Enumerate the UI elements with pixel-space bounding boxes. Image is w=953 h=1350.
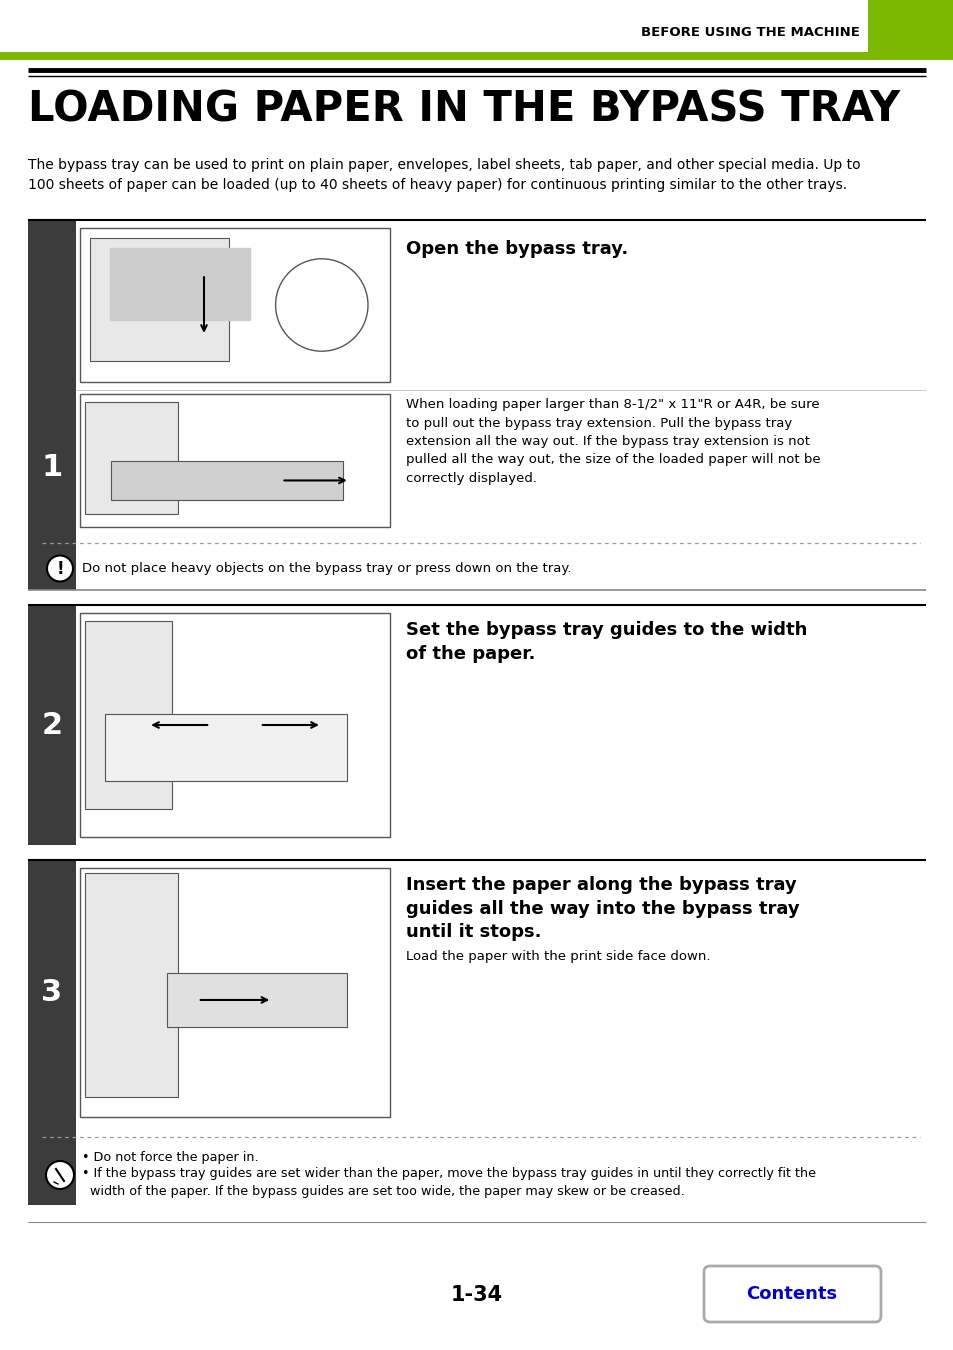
Bar xyxy=(167,972,346,1027)
Bar xyxy=(90,238,230,362)
Text: Contents: Contents xyxy=(745,1285,837,1303)
Text: 3: 3 xyxy=(41,977,63,1007)
Text: 2: 2 xyxy=(41,710,63,740)
Bar xyxy=(80,394,390,526)
Text: When loading paper larger than 8-1/2" x 11"R or A4R, be sure
to pull out the byp: When loading paper larger than 8-1/2" x … xyxy=(406,398,820,485)
FancyBboxPatch shape xyxy=(703,1266,880,1322)
Text: 1: 1 xyxy=(41,454,63,482)
Polygon shape xyxy=(110,248,251,320)
Text: Set the bypass tray guides to the width
of the paper.: Set the bypass tray guides to the width … xyxy=(406,621,806,663)
Circle shape xyxy=(47,555,73,582)
Circle shape xyxy=(46,1161,74,1189)
Text: BEFORE USING THE MACHINE: BEFORE USING THE MACHINE xyxy=(640,26,859,39)
Text: • If the bypass tray guides are set wider than the paper, move the bypass tray g: • If the bypass tray guides are set wide… xyxy=(82,1166,815,1197)
Bar xyxy=(105,714,346,782)
Bar xyxy=(85,402,178,514)
Text: Do not place heavy objects on the bypass tray or press down on the tray.: Do not place heavy objects on the bypass… xyxy=(82,562,571,575)
Bar xyxy=(28,860,76,1206)
Bar xyxy=(28,605,76,845)
Bar xyxy=(867,0,953,53)
Bar xyxy=(85,873,178,1098)
Bar xyxy=(28,220,76,590)
Bar xyxy=(80,868,390,1116)
Text: Insert the paper along the bypass tray
guides all the way into the bypass tray
u: Insert the paper along the bypass tray g… xyxy=(406,876,799,941)
Text: Open the bypass tray.: Open the bypass tray. xyxy=(406,240,628,258)
Text: LOADING PAPER IN THE BYPASS TRAY: LOADING PAPER IN THE BYPASS TRAY xyxy=(28,88,900,130)
Text: 1-34: 1-34 xyxy=(451,1285,502,1305)
Circle shape xyxy=(275,259,368,351)
Bar xyxy=(80,228,390,382)
Bar xyxy=(80,613,390,837)
Bar xyxy=(85,621,172,809)
Bar xyxy=(0,53,953,59)
Text: Load the paper with the print side face down.: Load the paper with the print side face … xyxy=(406,950,710,963)
Text: The bypass tray can be used to print on plain paper, envelopes, label sheets, ta: The bypass tray can be used to print on … xyxy=(28,158,860,192)
Bar xyxy=(111,460,343,501)
Text: • Do not force the paper in.: • Do not force the paper in. xyxy=(82,1152,258,1164)
Text: !: ! xyxy=(56,559,64,578)
